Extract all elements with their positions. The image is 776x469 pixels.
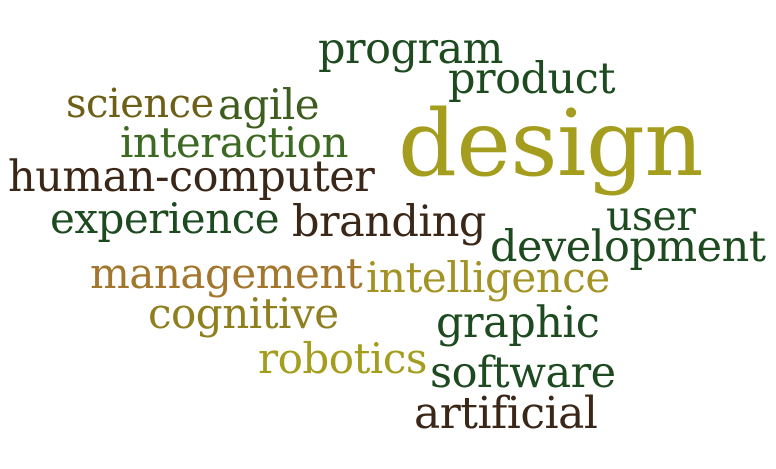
word-product: product (448, 54, 616, 104)
word-development: development (490, 222, 766, 272)
word-graphic: graphic (436, 298, 600, 348)
word-cognitive: cognitive (148, 289, 339, 338)
word-branding: branding (292, 197, 486, 247)
word-interaction: interaction (120, 118, 349, 167)
word-management: management (90, 249, 363, 298)
word-user: user (606, 192, 696, 240)
word-science: science (66, 81, 214, 127)
word-program: program (318, 24, 503, 74)
word-experience: experience (50, 194, 280, 243)
word-human-computer: human-computer (8, 152, 375, 202)
word-robotics: robotics (258, 334, 427, 383)
word-artificial: artificial (414, 388, 598, 439)
word-software: software (430, 348, 616, 398)
word-intelligence: intelligence (366, 253, 610, 302)
word-design: design (398, 90, 704, 197)
word-agile: agile (218, 80, 320, 129)
